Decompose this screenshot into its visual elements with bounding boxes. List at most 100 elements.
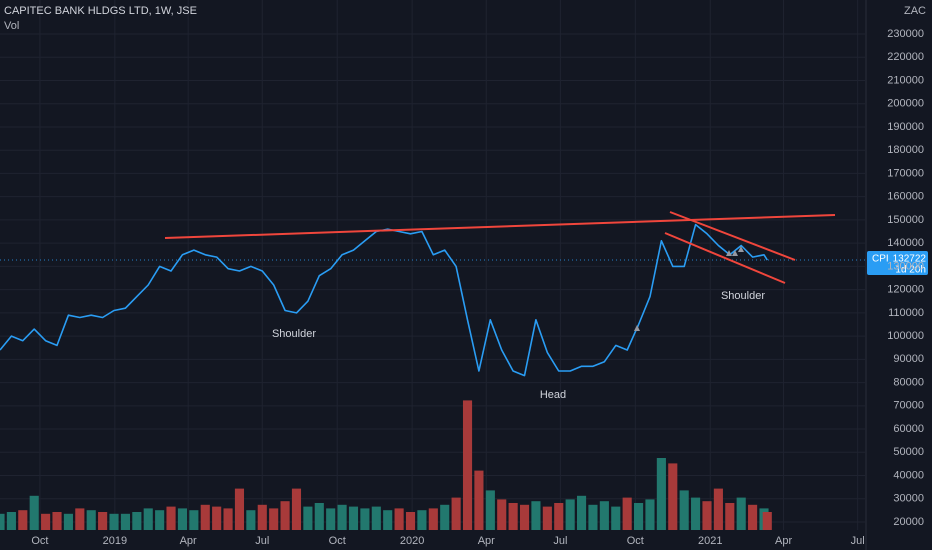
volume-bar (360, 508, 370, 530)
annotation: Head (540, 389, 566, 401)
volume-bar (394, 508, 404, 530)
volume-bar (474, 470, 484, 530)
y-tick-label: 70000 (893, 400, 924, 412)
tag-symbol: CPI (872, 254, 889, 265)
volume-bar (6, 512, 16, 530)
y-tick-label: 200000 (887, 98, 924, 110)
y-tick-label: 100000 (887, 330, 924, 342)
volume-bar (41, 513, 51, 530)
volume-bar (428, 508, 438, 530)
annotation: Shoulder (272, 328, 316, 340)
volume-bar (565, 499, 575, 530)
volume-bar (656, 458, 666, 530)
grid (0, 0, 865, 530)
chart-title: CAPITEC BANK HLDGS LTD, 1W, JSE (4, 5, 197, 17)
volume-bar (542, 506, 552, 530)
tag-box (867, 251, 928, 276)
x-tick-label: Apr (180, 535, 197, 547)
x-tick-label: 2019 (103, 535, 127, 547)
volume-bar (713, 488, 723, 530)
price-layer (0, 223, 865, 377)
volume-bar (246, 510, 256, 530)
volume-bar (280, 501, 290, 530)
event-marker (634, 325, 640, 331)
volume-bar (762, 512, 772, 530)
y-tick-label: 50000 (893, 446, 924, 458)
volume-bar (0, 513, 5, 530)
x-tick-label: Apr (775, 535, 792, 547)
y-tick-label: 110000 (888, 307, 924, 319)
volume-bar (303, 506, 313, 530)
event-marker (738, 246, 744, 252)
volume-bar (611, 506, 621, 530)
volume-bar (497, 499, 507, 530)
y-tick-label: 30000 (893, 493, 924, 505)
neckline (164, 214, 836, 239)
volume-bar (588, 504, 598, 530)
tag-countdown: 1d 20h (895, 265, 926, 276)
volume-bar (337, 504, 347, 530)
volume-bar (519, 504, 530, 530)
currency-label: ZAC (904, 5, 926, 17)
volume-bar (691, 497, 701, 530)
volume-bar (189, 510, 199, 530)
x-tick-label: Jul (851, 535, 865, 547)
volume-bar (440, 504, 450, 530)
y-tick-label: 210000 (887, 74, 924, 86)
volume-bar (348, 506, 359, 530)
volume-bar (405, 512, 416, 530)
volume-bar (748, 504, 758, 530)
y-tick-label: 220000 (887, 51, 924, 63)
volume-bar (52, 512, 62, 530)
y-tick-label: 20000 (893, 516, 924, 528)
volume-bar (508, 503, 518, 530)
volume-bar (200, 504, 210, 530)
volume-bar (531, 501, 541, 530)
volume-bar (257, 504, 267, 530)
volume-bar (18, 510, 28, 530)
volume-bar (736, 497, 746, 530)
volume-bar (451, 497, 461, 530)
tag-price: 132722 (893, 254, 927, 265)
y-tick-label: 60000 (893, 423, 924, 435)
y-tick-label: 130000 (887, 260, 924, 272)
volume-bar (155, 510, 165, 530)
event-marker (726, 250, 732, 256)
x-tick-label: Apr (478, 535, 495, 547)
volume-bar (554, 503, 564, 530)
y-tick-label: 80000 (893, 376, 924, 388)
price-line (0, 223, 768, 377)
volume-bar (291, 488, 302, 530)
volume-bar (462, 400, 473, 530)
x-tick-label: 2021 (698, 535, 722, 547)
volume-bar (166, 506, 176, 530)
volume-bar (223, 508, 233, 530)
volume-bar (725, 503, 735, 530)
volume-bar (314, 503, 324, 530)
x-tick-label: Oct (31, 535, 48, 547)
x-tick-label: Oct (329, 535, 346, 547)
y-tick-label: 180000 (887, 144, 924, 156)
volume-bars (0, 400, 772, 530)
volume-bar (326, 508, 336, 530)
x-tick-label: Jul (553, 535, 567, 547)
x-tick-label: Jul (255, 535, 269, 547)
volume-bar (120, 513, 130, 530)
volume-bar (269, 508, 279, 530)
volume-bar (132, 512, 142, 530)
y-tick-label: 190000 (887, 121, 924, 133)
y-tick-label: 40000 (893, 469, 924, 481)
volume-bar (98, 512, 108, 530)
volume-bar (679, 490, 689, 530)
volume-bar (371, 506, 381, 530)
x-tick-label: Oct (627, 535, 644, 547)
volume-bar (622, 497, 632, 530)
volume-bar (75, 508, 85, 530)
volume-bar (177, 508, 188, 530)
y-tick-label: 170000 (887, 167, 924, 179)
event-marker (732, 250, 738, 256)
volume-bar (212, 506, 222, 530)
channel-lower (664, 232, 786, 284)
volume-bar (668, 463, 678, 530)
